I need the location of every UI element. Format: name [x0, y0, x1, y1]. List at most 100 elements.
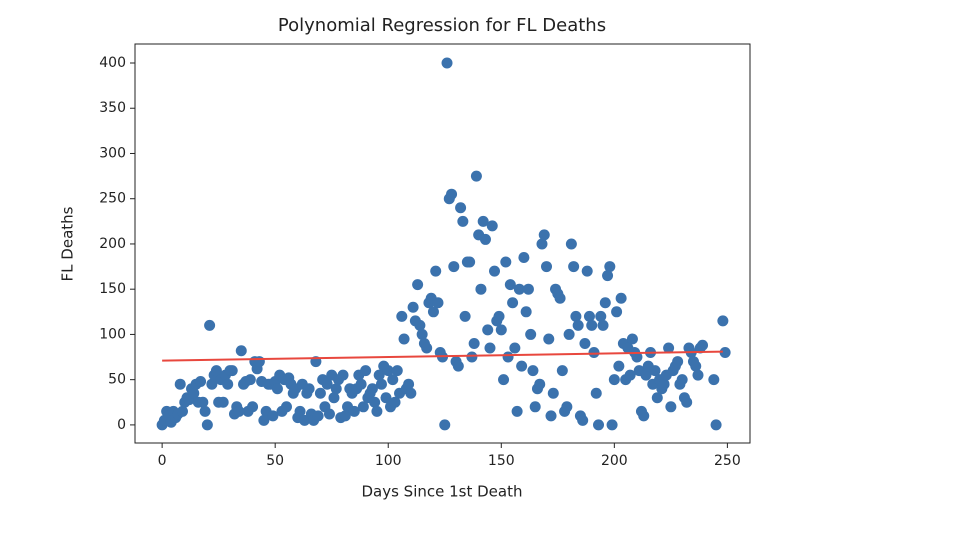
point: [597, 319, 609, 331]
point: [572, 319, 584, 331]
point: [206, 378, 218, 390]
point: [477, 215, 489, 227]
point: [608, 374, 620, 386]
point: [398, 333, 410, 345]
point: [568, 261, 580, 273]
point: [201, 419, 213, 431]
point: [579, 337, 591, 349]
point: [459, 310, 471, 322]
point: [267, 410, 279, 422]
x-axis-label: Days Since 1st Death: [361, 483, 522, 501]
point: [602, 270, 614, 282]
point: [489, 265, 501, 277]
point: [498, 374, 510, 386]
point: [545, 410, 557, 422]
point: [525, 328, 537, 340]
x-tick-label: 200: [601, 453, 628, 469]
point: [672, 356, 684, 368]
point: [484, 342, 496, 354]
point: [380, 392, 392, 404]
point: [527, 365, 539, 377]
x-tick-label: 100: [375, 453, 402, 469]
point: [563, 328, 575, 340]
point: [375, 378, 387, 390]
point: [626, 333, 638, 345]
y-tick-label: 200: [99, 236, 126, 252]
point: [719, 347, 731, 359]
point: [407, 301, 419, 313]
point: [581, 265, 593, 277]
point: [337, 369, 349, 381]
point: [649, 365, 661, 377]
point: [615, 292, 627, 304]
point: [493, 310, 505, 322]
point: [692, 369, 704, 381]
point: [217, 396, 229, 408]
point: [294, 405, 306, 417]
point: [466, 351, 478, 363]
point: [556, 365, 568, 377]
point: [509, 342, 521, 354]
point: [328, 392, 340, 404]
point: [590, 387, 602, 399]
point: [638, 410, 650, 422]
point: [595, 310, 607, 322]
point: [204, 319, 216, 331]
point: [430, 265, 442, 277]
point: [330, 383, 342, 395]
point: [244, 374, 256, 386]
point: [210, 365, 222, 377]
x-tick-label: 150: [488, 453, 515, 469]
point: [303, 383, 315, 395]
point: [690, 360, 702, 372]
plot-frame: [134, 43, 751, 444]
point: [197, 396, 209, 408]
point: [405, 387, 417, 399]
point: [446, 188, 458, 200]
point: [708, 374, 720, 386]
point: [520, 306, 532, 318]
point: [681, 396, 693, 408]
point: [470, 170, 482, 182]
point: [676, 374, 688, 386]
point: [199, 405, 211, 417]
point: [502, 351, 514, 363]
point: [479, 233, 491, 245]
point: [391, 365, 403, 377]
point: [312, 410, 324, 422]
point: [554, 292, 566, 304]
point: [427, 306, 439, 318]
point: [455, 202, 467, 214]
point: [583, 310, 595, 322]
y-tick-label: 300: [99, 145, 126, 161]
point: [323, 408, 335, 420]
point: [507, 297, 519, 309]
chart-title: Polynomial Regression for FL Deaths: [278, 15, 606, 36]
x-tick-label: 250: [714, 453, 741, 469]
point: [570, 310, 582, 322]
point: [606, 419, 618, 431]
point: [710, 419, 722, 431]
point: [631, 351, 643, 363]
point: [321, 378, 333, 390]
point: [421, 342, 433, 354]
point: [651, 392, 663, 404]
point: [697, 339, 709, 351]
y-tick-label: 150: [99, 281, 126, 297]
point: [387, 374, 399, 386]
point: [403, 378, 415, 390]
point: [271, 383, 283, 395]
point: [518, 252, 530, 264]
point: [314, 387, 326, 399]
point: [253, 356, 265, 368]
point: [412, 279, 424, 291]
x-tick-label: 0: [158, 453, 167, 469]
point: [414, 319, 426, 331]
point: [448, 261, 460, 273]
point: [640, 369, 652, 381]
y-tick-label: 50: [108, 372, 126, 388]
point: [516, 360, 528, 372]
point: [441, 57, 453, 69]
point: [258, 414, 270, 426]
point: [547, 387, 559, 399]
